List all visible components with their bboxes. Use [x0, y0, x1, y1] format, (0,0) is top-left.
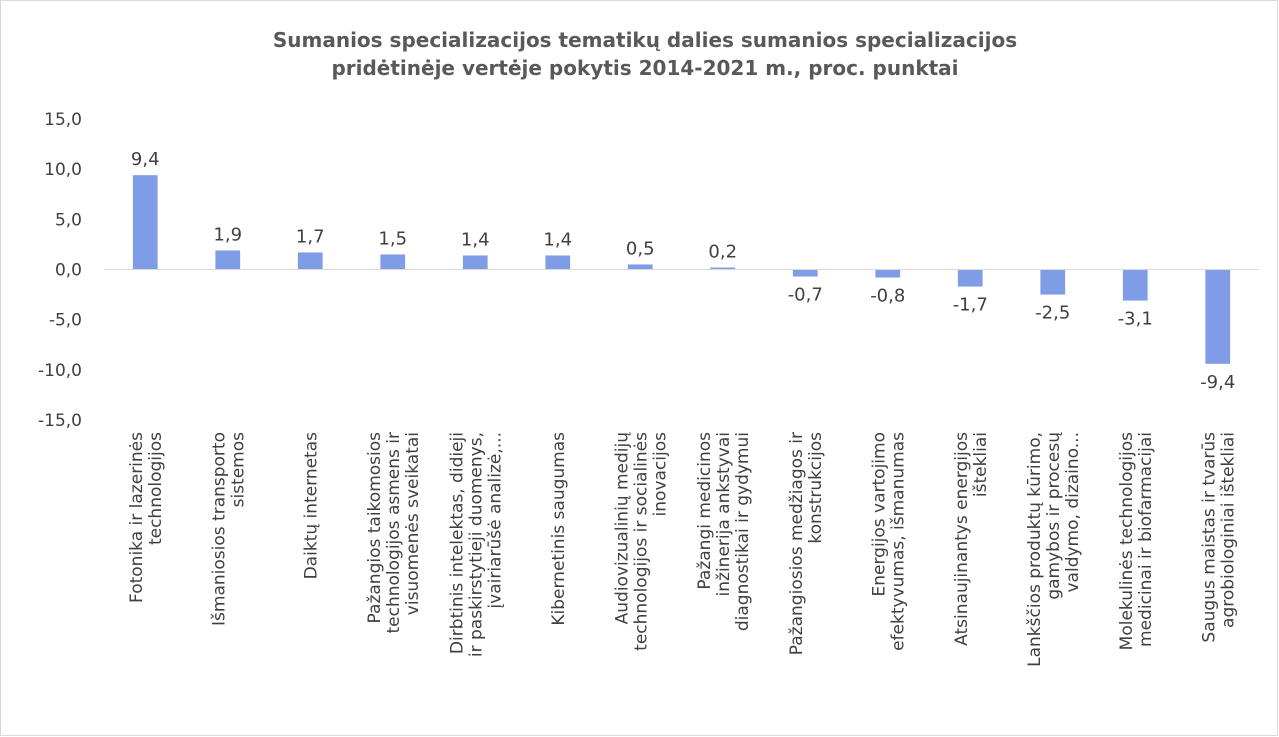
x-tick-label: Atsinaujinantys energijosištekliai: [952, 432, 991, 646]
bar: [710, 267, 736, 270]
value-label: -1,7: [953, 295, 988, 316]
chart-title: Sumanios specializacijos tematikų dalies…: [273, 28, 1017, 80]
value-label: 0,2: [708, 241, 737, 262]
value-label: 9,4: [131, 149, 160, 170]
value-label: 1,4: [543, 229, 572, 250]
x-tick-label: Audiovizualinių medijųtechnologijos ir s…: [612, 432, 670, 651]
bar: [380, 254, 406, 270]
y-tick-label: -5,0: [49, 311, 82, 331]
x-tick-label: Pažangios taikomosiostechnologijos asmen…: [365, 432, 423, 634]
bar: [297, 252, 323, 270]
x-tick-label: Saugus maistas ir tvarūsagrobiologiniai …: [1199, 432, 1238, 643]
value-label: -9,4: [1200, 372, 1235, 393]
bar: [1205, 269, 1231, 364]
bar: [627, 264, 653, 270]
y-tick-label: 0,0: [55, 261, 82, 281]
bar: [792, 269, 818, 277]
y-tick-label: -10,0: [38, 361, 82, 381]
value-label: -2,5: [1035, 303, 1070, 324]
value-label: -3,1: [1118, 309, 1153, 330]
x-tick-label: Fotonika ir lazerinėstechnologijos: [127, 432, 166, 603]
y-tick-label: 15,0: [44, 110, 82, 130]
x-tick-label: Pažangi medicinosinžinerija ankstyvaidia…: [695, 432, 753, 631]
value-label: 1,5: [378, 228, 407, 249]
bar: [545, 255, 571, 270]
x-tick-label: Daiktų internetas: [301, 432, 321, 580]
x-tick-label: Išmaniosios transportosistemos: [209, 432, 248, 626]
x-tick-label: Energijos vartojimoefektyvumas, išmanuma…: [869, 432, 908, 651]
value-label: 1,7: [296, 226, 325, 247]
x-tick-label: Dirbtinis intelektas, didiejiir paskirst…: [447, 432, 505, 657]
y-tick-label: -15,0: [38, 411, 82, 431]
x-tick-label: Kibernetinis saugumas: [549, 432, 569, 626]
y-tick-label: 5,0: [55, 210, 82, 230]
value-label: 1,9: [213, 224, 242, 245]
bar: [215, 250, 241, 270]
x-tick-label: Lankščios produktų kūrimo,gamybos ir pro…: [1025, 432, 1083, 667]
value-label: 1,4: [461, 229, 490, 250]
bar: [957, 269, 983, 287]
value-label: -0,8: [870, 286, 905, 307]
bar: [462, 255, 488, 270]
value-label: -0,7: [788, 285, 823, 306]
y-tick-label: 10,0: [44, 160, 82, 180]
bar: [1122, 269, 1148, 301]
bar: [1040, 269, 1066, 295]
x-tick-label: Molekulinės technologijosmedicinai ir bi…: [1117, 432, 1156, 650]
value-label: 0,5: [626, 238, 655, 259]
bar: [875, 269, 901, 278]
bar: [132, 175, 158, 270]
x-tick-label: Pažangiosios medžiagos irkonstrukcijos: [787, 432, 826, 655]
